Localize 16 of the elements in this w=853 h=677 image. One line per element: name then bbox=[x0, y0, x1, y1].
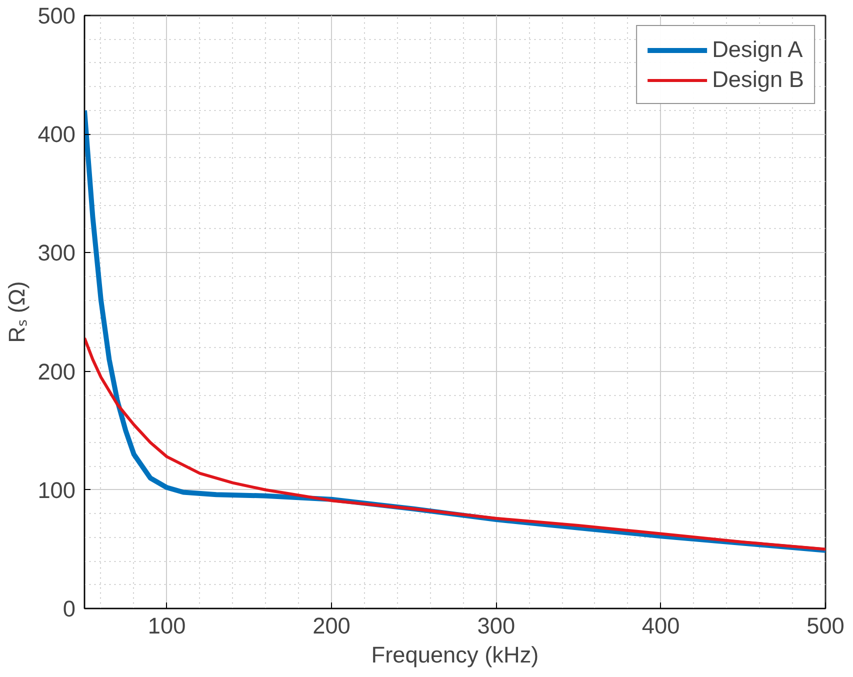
y-tick-label: 300 bbox=[38, 240, 76, 266]
x-tick-label: 500 bbox=[806, 612, 844, 638]
x-tick-label: 100 bbox=[148, 612, 186, 638]
legend-label: Design A bbox=[712, 36, 803, 63]
y-axis-title: Rₛ (Ω) bbox=[4, 281, 30, 343]
y-tick-label: 100 bbox=[38, 476, 76, 503]
x-tick-label: 200 bbox=[312, 612, 350, 638]
y-tick-label: 200 bbox=[38, 358, 76, 384]
y-tick-label: 400 bbox=[38, 121, 76, 148]
y-tick-label: 500 bbox=[38, 2, 76, 28]
y-tick-label: 0 bbox=[62, 596, 76, 622]
legend-label: Design B bbox=[712, 66, 804, 93]
line-series bbox=[84, 336, 826, 551]
x-tick-label: 400 bbox=[642, 612, 680, 638]
x-tick-label: 300 bbox=[477, 612, 516, 638]
x-axis-title: Frequency (kHz) bbox=[371, 642, 539, 668]
